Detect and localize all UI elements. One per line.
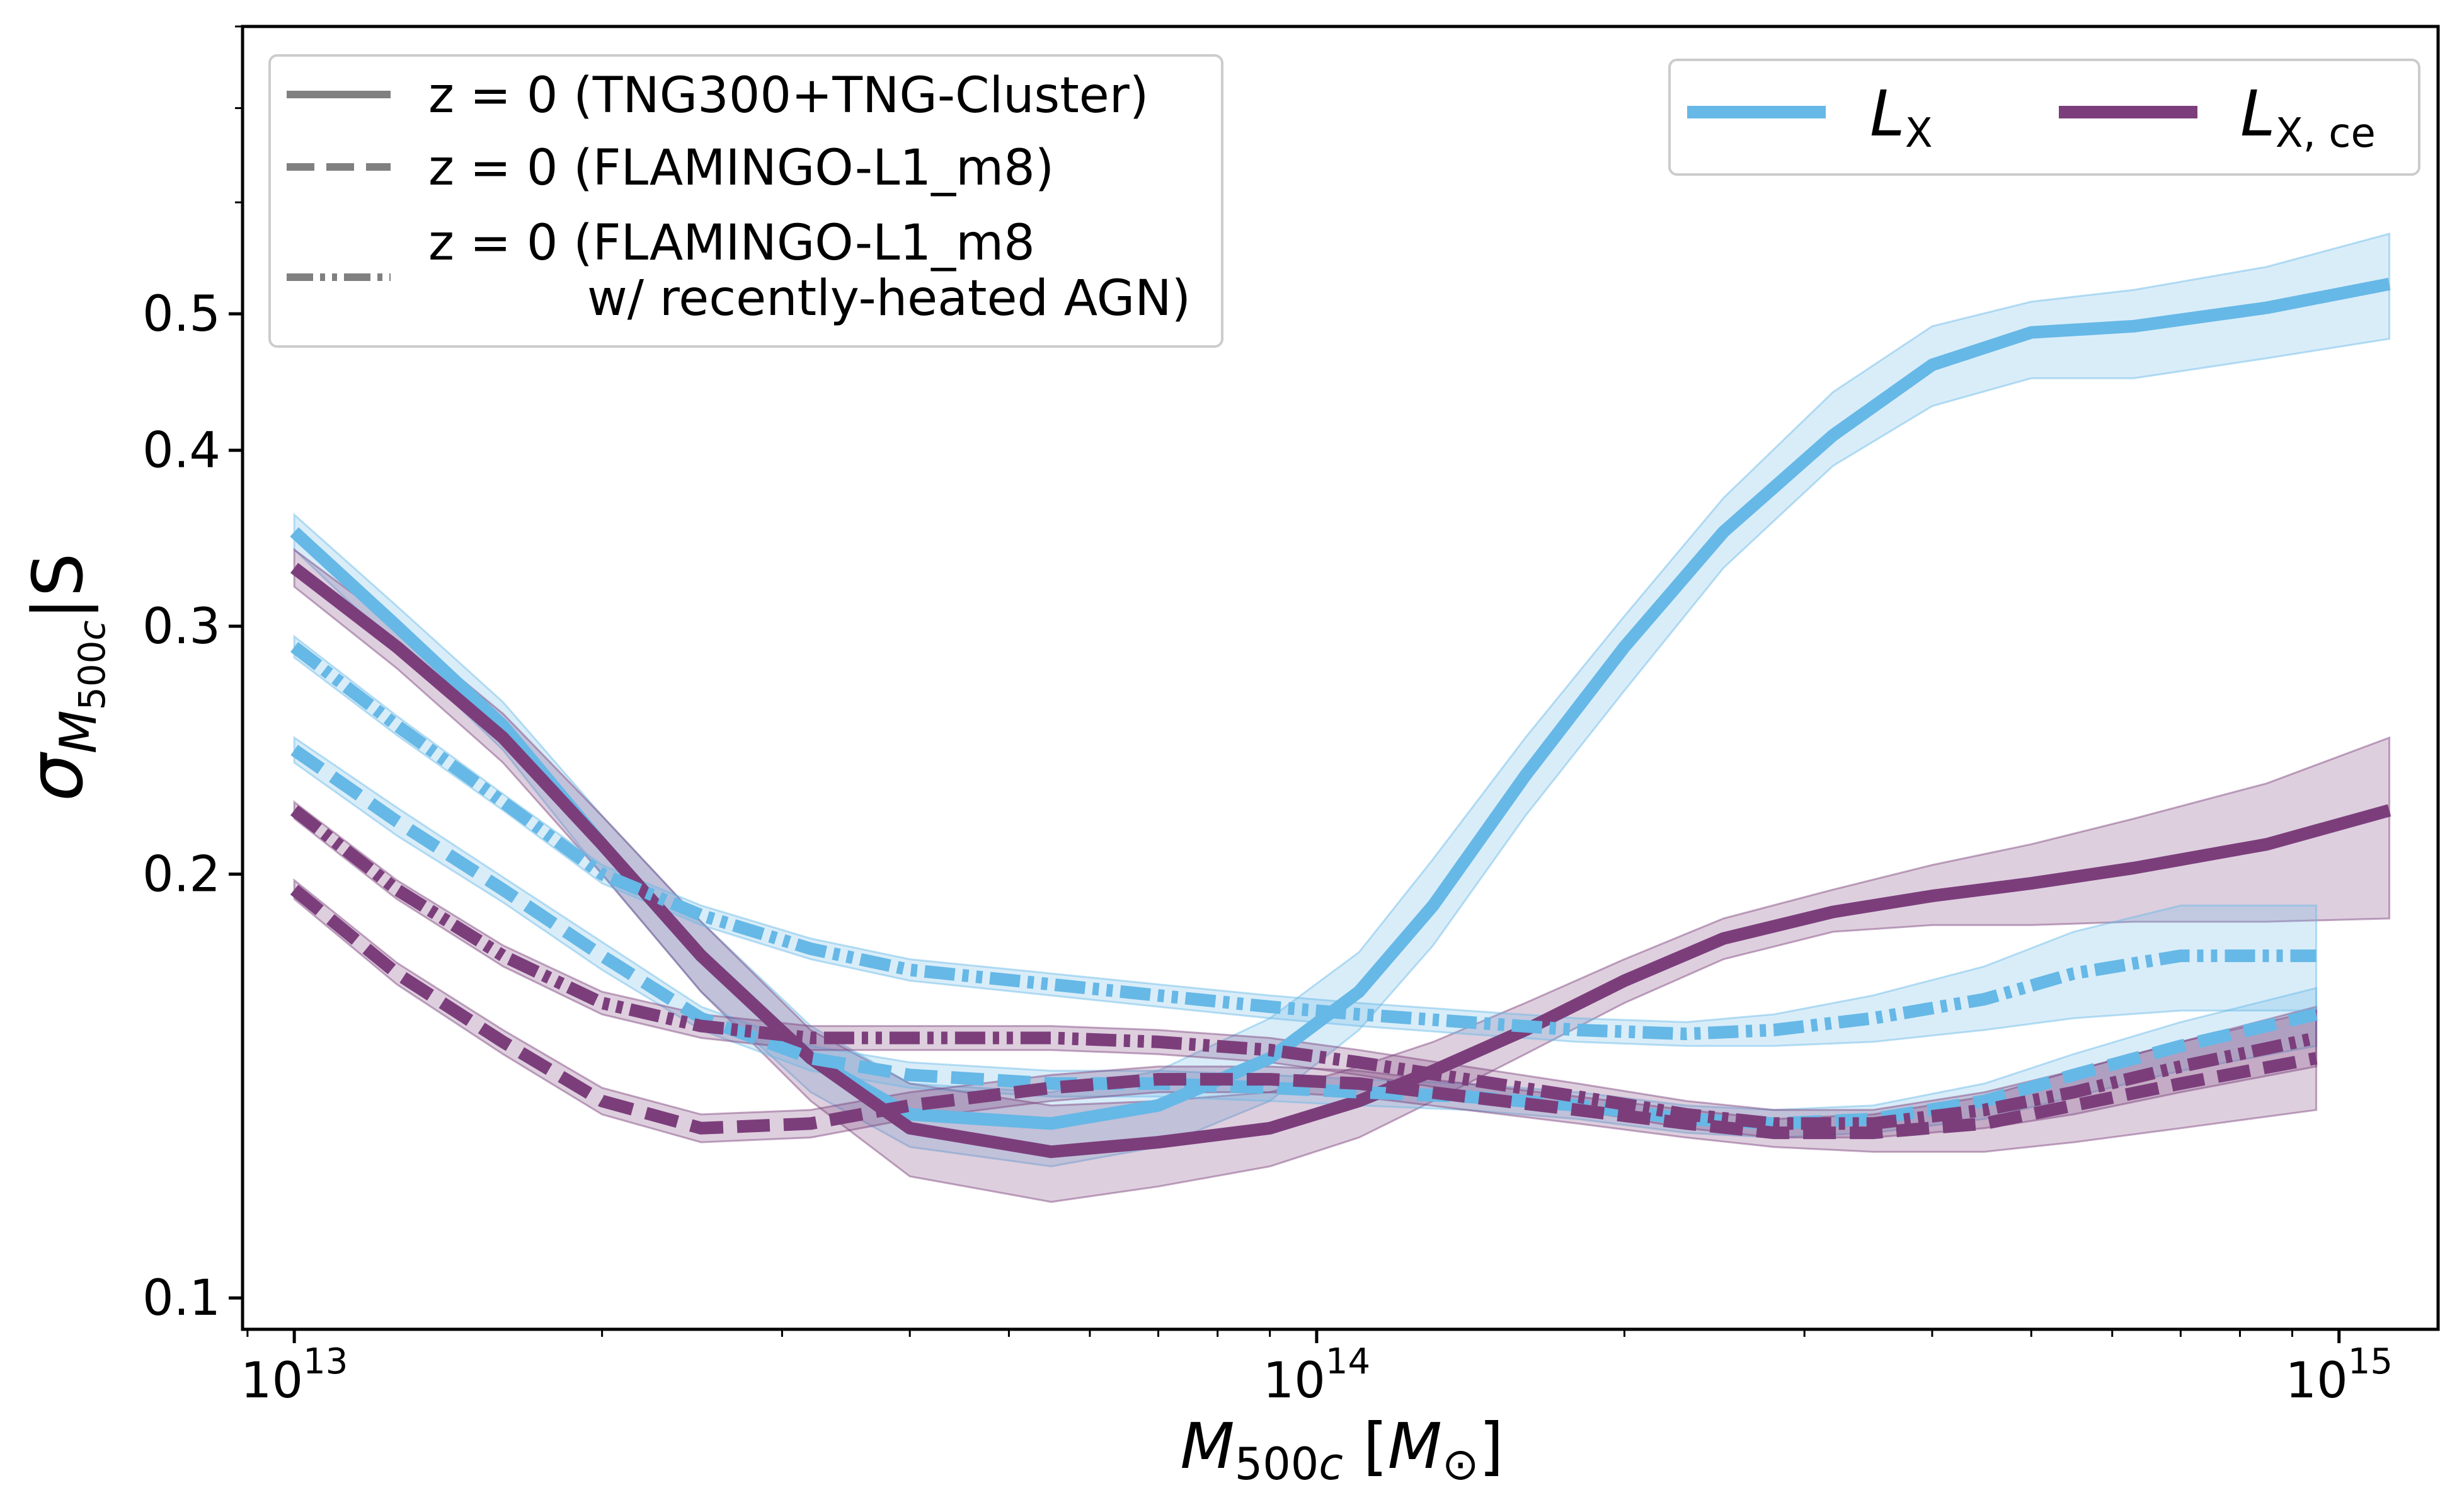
y-tick-label-2: 0.3 xyxy=(142,598,220,655)
legend-dashdot-label-line2: w/ recently-heated AGN) xyxy=(587,270,1191,327)
x-tick-base: 10 xyxy=(241,1353,303,1409)
series-lines xyxy=(290,277,2391,1159)
series-line-2 xyxy=(290,745,2318,1130)
band-5 xyxy=(293,800,2318,1139)
x-tick-exp: 13 xyxy=(303,1341,348,1382)
y-axis-ticks: 0.1 0.2 0.3 0.4 0.5 xyxy=(142,25,243,1327)
style-legend: z = 0 (TNG300+TNG-Cluster) z = 0 (FLAMIN… xyxy=(268,54,1223,348)
legend-lx-label: LX xyxy=(1870,77,1933,157)
x-tick-exp: 14 xyxy=(1326,1341,1370,1382)
band-0 xyxy=(293,232,2391,1167)
legend-solid-label: z = 0 (TNG300+TNG-Cluster) xyxy=(428,67,1148,124)
series-line-5 xyxy=(290,805,2318,1130)
x-axis-ticks: 1013 1014 1015 xyxy=(241,1329,2393,1409)
legend-lxce-subscript: X, ce xyxy=(2276,110,2376,157)
color-legend: LX LX, ce xyxy=(1668,59,2420,176)
y-tick-label-3: 0.4 xyxy=(142,423,220,479)
y-tick-label-1: 0.2 xyxy=(142,846,220,903)
y-tick-label-0: 0.1 xyxy=(142,1270,220,1327)
band-1 xyxy=(293,547,2391,1203)
x-tick-label-2: 1015 xyxy=(2285,1341,2393,1409)
legend-dashdot-label: z = 0 (FLAMINGO-L1_m8 xyxy=(428,215,1035,272)
legend-lx-subscript: X xyxy=(1905,110,1933,157)
y-tick-label-4: 0.5 xyxy=(142,286,220,343)
y-axis-title: σM500c|S xyxy=(13,553,113,802)
series-line-4 xyxy=(290,641,2317,1041)
legend-dashed-label: z = 0 (FLAMINGO-L1_m8) xyxy=(428,140,1054,197)
x-tick-base: 10 xyxy=(2285,1353,2347,1409)
style-legend-box xyxy=(268,54,1223,348)
band-2 xyxy=(293,736,2318,1139)
color-legend-box xyxy=(1668,59,2420,176)
x-tick-exp: 15 xyxy=(2348,1341,2393,1382)
legend-lxce-label: LX, ce xyxy=(2240,77,2376,157)
x-tick-label-0: 1013 xyxy=(241,1341,348,1409)
x-tick-base: 10 xyxy=(1263,1353,1326,1409)
series-line-3 xyxy=(290,885,2318,1140)
plot-frame xyxy=(241,25,2440,1331)
legend-lxce-symbol: L xyxy=(2240,77,2276,151)
legend-lx-symbol: L xyxy=(1870,77,1905,151)
x-tick-label-1: 1014 xyxy=(1263,1341,1371,1409)
